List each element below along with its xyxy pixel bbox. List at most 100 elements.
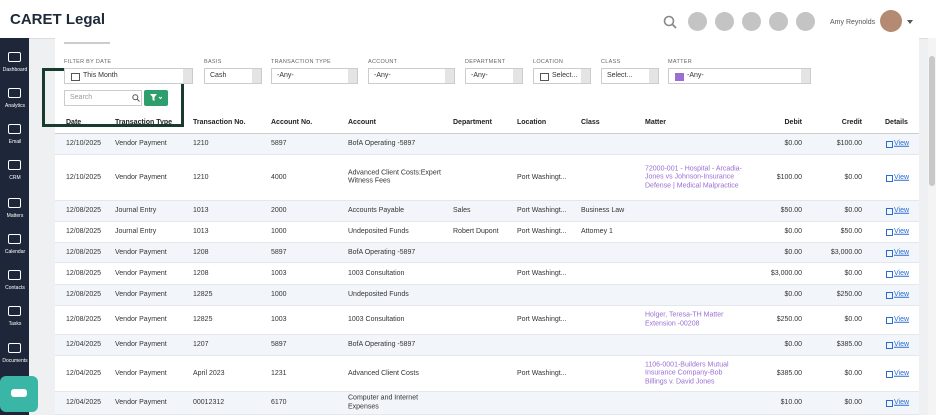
table-cell: Business Law — [581, 206, 625, 214]
column-header[interactable]: Class — [581, 119, 600, 126]
sidebar-item[interactable]: Documents — [0, 343, 29, 373]
sidebar-label: Calendar — [4, 249, 26, 255]
sidebar-label: Matters — [6, 213, 24, 219]
tab-underline — [64, 42, 110, 44]
filter-select[interactable]: -Any- — [465, 68, 523, 84]
user-menu-caret[interactable] — [907, 20, 913, 27]
filter-button[interactable] — [144, 90, 168, 106]
add-button[interactable] — [715, 12, 734, 31]
column-header[interactable]: Account — [348, 119, 376, 126]
sidebar-icon — [8, 270, 21, 280]
table-cell: 12/08/2025 — [66, 206, 102, 214]
sidebar-item[interactable]: Tasks — [0, 306, 29, 336]
table-cell: 1000 — [271, 227, 287, 235]
logo[interactable]: CARET Legal — [10, 11, 106, 28]
table-cell: $385.00 — [776, 369, 802, 377]
filter-select[interactable]: This Month — [64, 68, 193, 84]
search-icon[interactable] — [663, 15, 677, 29]
table-cell: 2000 — [271, 206, 287, 214]
sidebar-item[interactable]: CRM — [0, 160, 29, 190]
view-link[interactable]: View — [894, 398, 910, 406]
sidebar-icon — [8, 124, 21, 134]
view-link[interactable]: View — [894, 248, 910, 256]
sidebar-item[interactable]: Email — [0, 124, 29, 154]
table-cell: $3,000.00 — [770, 269, 802, 277]
view-icon — [886, 370, 893, 378]
chat-button[interactable] — [769, 12, 788, 31]
chat-widget[interactable] — [0, 376, 38, 412]
table-cell: Vendor Payment — [115, 290, 167, 298]
sidebar-item[interactable]: Calendar — [0, 234, 29, 264]
view-link[interactable]: View — [894, 206, 910, 214]
sidebar-item[interactable]: Matters — [0, 198, 29, 228]
filter-select[interactable]: Select... — [601, 68, 659, 84]
filter-select[interactable]: Cash — [204, 68, 262, 84]
table-cell: Vendor Payment — [115, 248, 167, 256]
column-header[interactable]: Department — [453, 119, 492, 126]
filter-select[interactable]: Select... — [533, 68, 591, 84]
table-cell: Port Washingt... — [517, 173, 567, 181]
column-header[interactable]: Location — [517, 119, 547, 126]
table-cell: $0.00 — [844, 206, 862, 214]
table-cell: Journal Entry — [115, 206, 157, 214]
column-header[interactable]: Account No. — [271, 119, 313, 126]
table-cell: 12/08/2025 — [66, 315, 102, 323]
avatar[interactable] — [880, 10, 902, 32]
table-cell: $0.00 — [844, 369, 862, 377]
view-icon — [886, 400, 893, 407]
filter-select[interactable]: -Any- — [668, 68, 811, 84]
view-link[interactable]: View — [894, 315, 910, 323]
view-link[interactable]: View — [894, 173, 910, 181]
filter-select[interactable]: -Any- — [271, 68, 358, 84]
filter-value: This Month — [83, 72, 118, 79]
view-link[interactable]: View — [894, 290, 910, 298]
column-header[interactable]: Debit — [784, 119, 803, 126]
column-header[interactable]: Credit — [841, 119, 862, 126]
view-link[interactable]: View — [894, 227, 910, 235]
search-box[interactable]: Search — [64, 90, 142, 106]
column-header[interactable]: Transaction No. — [193, 119, 246, 126]
sidebar-label: Tasks — [8, 321, 22, 327]
sidebar-label: Contacts — [5, 285, 25, 291]
filter-value: -Any- — [687, 72, 704, 79]
quick-action[interactable] — [688, 12, 707, 31]
sidebar-item[interactable]: Contacts — [0, 270, 29, 300]
user-name[interactable]: Amy Reynolds — [830, 19, 876, 26]
help-button[interactable] — [742, 12, 761, 31]
table-cell: $0.00 — [844, 398, 862, 406]
table-cell: $10.00 — [780, 398, 802, 406]
table-cell: 1000 — [271, 290, 287, 298]
table-cell: 12/10/2025 — [66, 173, 102, 181]
view-link[interactable]: View — [894, 340, 910, 348]
column-header[interactable]: Matter — [645, 119, 667, 126]
table-cell: 1003 Consultation — [348, 269, 405, 277]
table-row: 12/08/2025 Journal Entry 1013 2000 Accounts … — [55, 201, 919, 222]
sidebar-item[interactable]: Analytics — [0, 88, 29, 118]
table-cell: $3,000.00 — [830, 248, 862, 256]
table-row: 12/10/2025 Vendor Payment 1210 5897 BofA Ope… — [55, 134, 919, 155]
table-cell: 1003 — [271, 269, 287, 277]
view-link[interactable]: View — [894, 369, 910, 377]
filter-icon — [675, 73, 684, 81]
view-icon — [886, 270, 893, 278]
table-row: 12/04/2025 Vendor Payment 1207 5897 BofA Ope… — [55, 335, 919, 356]
column-header[interactable]: Date — [66, 119, 82, 126]
column-header[interactable]: Transaction Type — [115, 119, 173, 126]
table-cell: Undeposited Funds — [348, 227, 409, 235]
view-icon — [886, 174, 893, 182]
view-icon — [886, 141, 893, 148]
view-link[interactable]: View — [894, 269, 910, 277]
view-link[interactable]: View — [894, 139, 910, 147]
table-cell: Port Washingt... — [517, 227, 567, 235]
table-cell: 00012312 — [193, 398, 225, 406]
table-cell: $100.00 — [776, 173, 802, 181]
favorites-button[interactable] — [796, 12, 815, 31]
filter-value: -Any- — [471, 72, 488, 79]
table-cell: 12825 — [193, 290, 213, 298]
table-cell: Advanced Client Costs:Expert Witness Fee… — [348, 169, 441, 185]
filter-select[interactable]: -Any- — [368, 68, 455, 84]
sidebar-item[interactable]: Dashboard — [0, 52, 29, 82]
column-header[interactable]: Details — [885, 119, 908, 126]
sidebar-icon — [8, 343, 21, 353]
